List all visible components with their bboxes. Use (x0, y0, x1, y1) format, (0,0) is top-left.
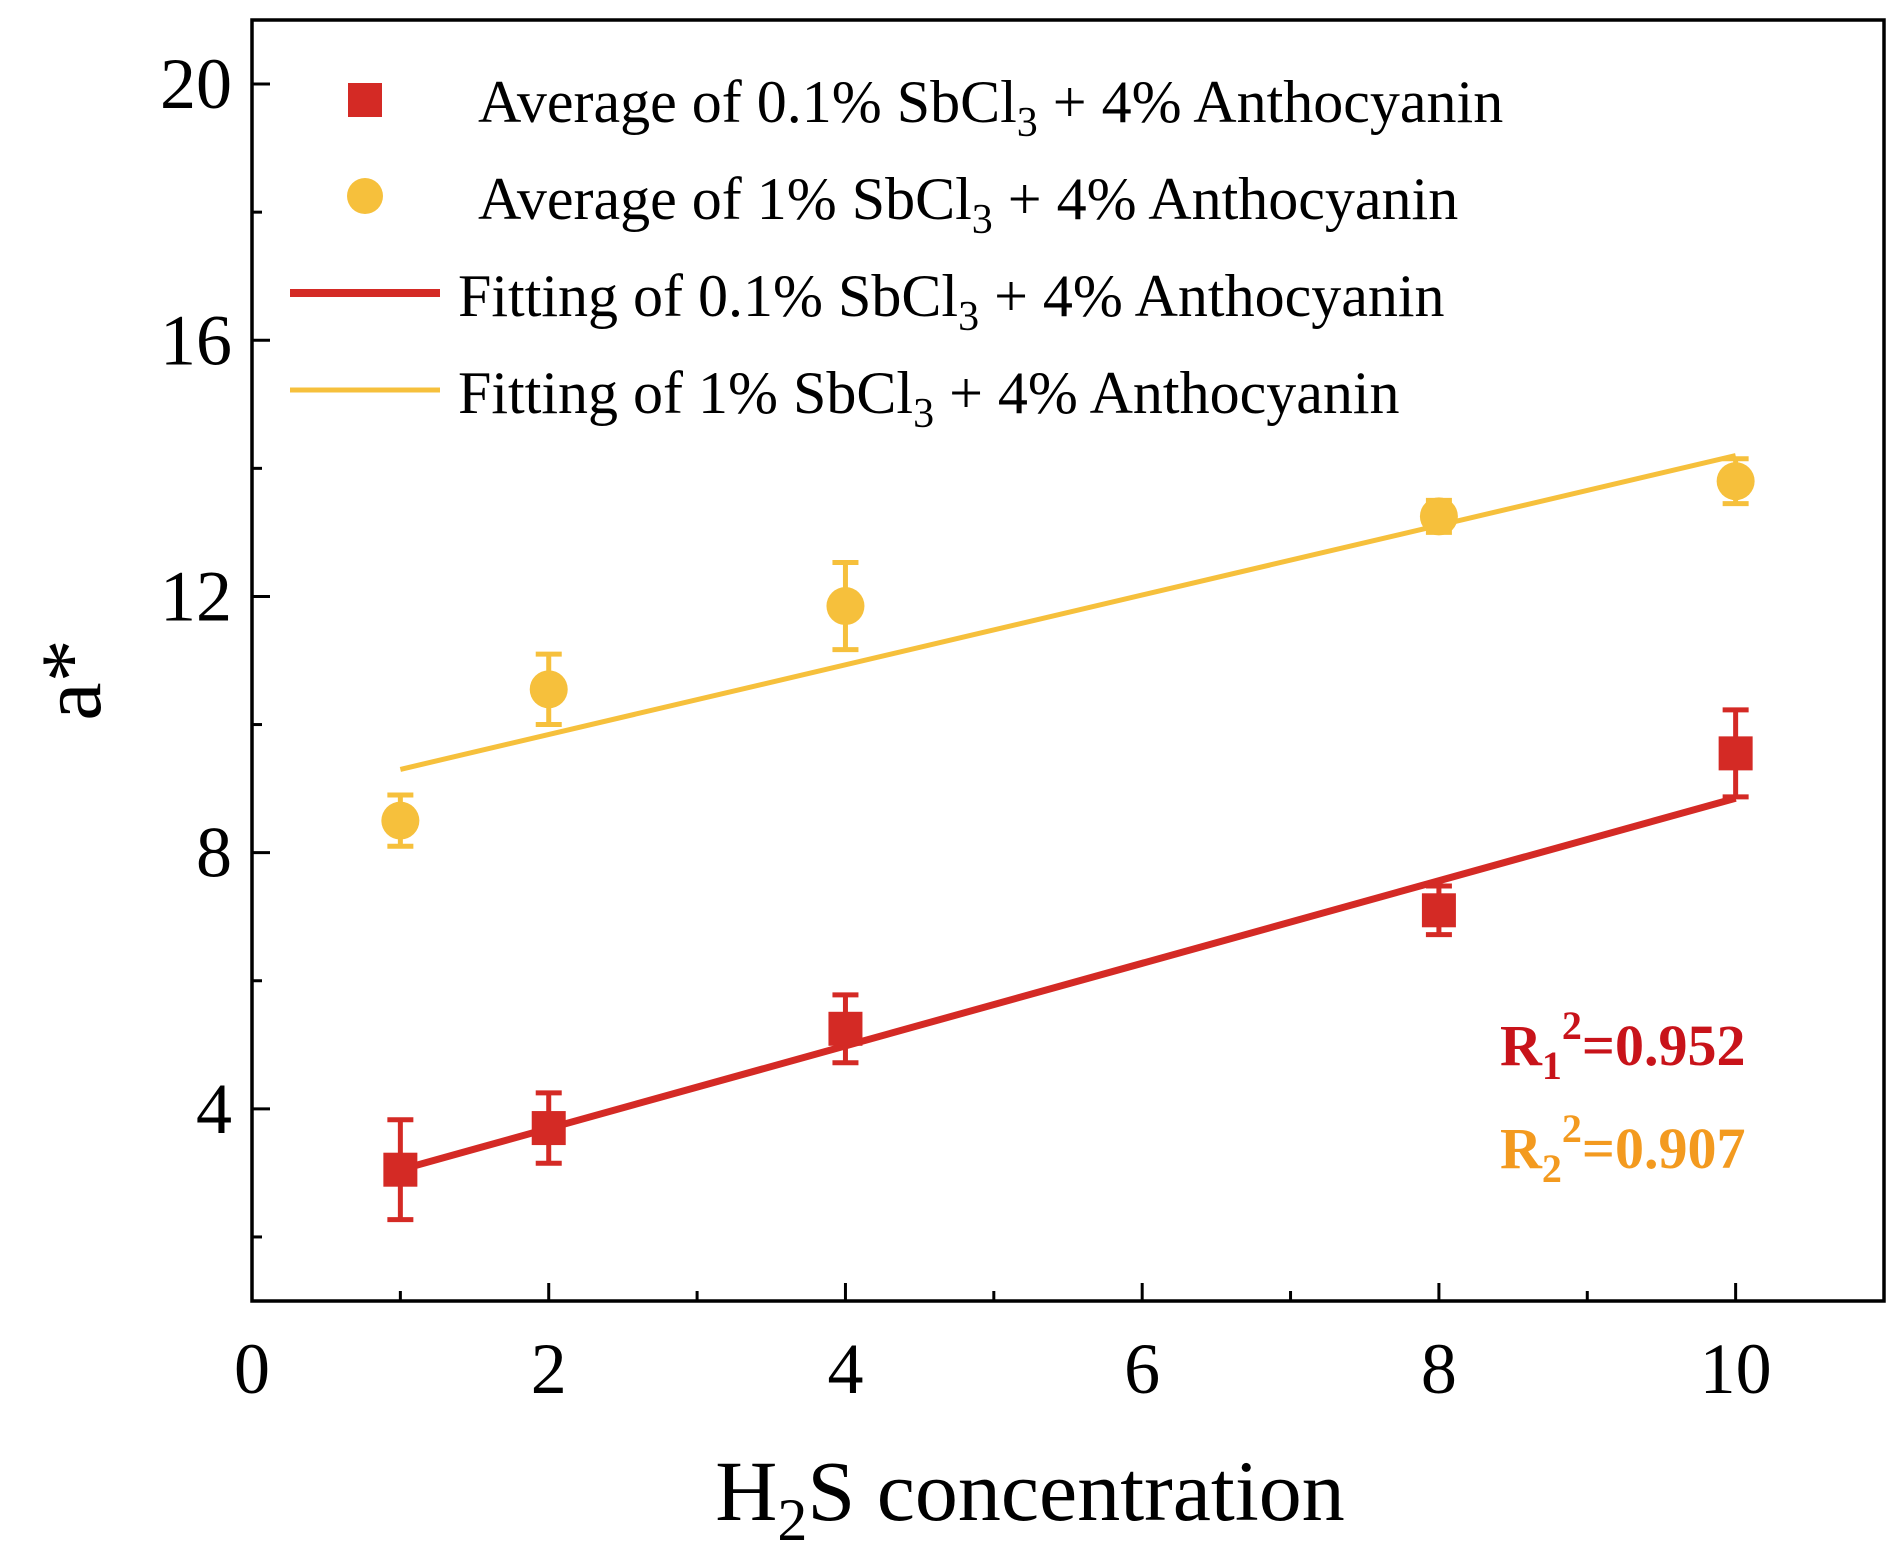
legend-red-fit-prefix: Fitting of 0.1% SbCl (458, 263, 958, 329)
r2-value: =0.907 (1582, 1116, 1746, 1181)
legend-marker-red-square (348, 83, 382, 117)
r1-sub: 1 (1542, 1043, 1562, 1088)
r2-sup: 2 (1562, 1106, 1582, 1151)
r1-sup: 2 (1562, 1003, 1582, 1048)
legend-red-points-sub: 3 (1017, 100, 1038, 146)
x-axis-title: H2S concentration (715, 1443, 1344, 1550)
y-tick-label: 12 (160, 556, 232, 636)
legend-yellow-fit-suffix: + 4% Anthocyanin (934, 360, 1399, 426)
legend: Average of 0.1% SbCl3 + 4% Anthocyanin A… (290, 69, 1503, 437)
legend-label-red-points: Average of 0.1% SbCl3 + 4% Anthocyanin (478, 69, 1503, 146)
data-point-yellow (1419, 497, 1458, 536)
fit-line-yellow (399, 453, 1737, 772)
data-point-red (383, 1152, 418, 1187)
r1-base: R (1500, 1013, 1543, 1078)
legend-red-points-suffix: + 4% Anthocyanin (1038, 69, 1503, 135)
y-axis-title: a* (23, 639, 119, 720)
x-tick-label: 10 (1700, 1329, 1772, 1409)
data-point-red (531, 1111, 566, 1146)
legend-yellow-points-suffix: + 4% Anthocyanin (993, 166, 1458, 232)
data-point-yellow (381, 801, 420, 840)
data-point-red (828, 1011, 863, 1046)
x-tick-label: 2 (531, 1329, 567, 1409)
y-tick-label: 8 (196, 813, 232, 893)
y-tick-label: 16 (160, 300, 232, 380)
x-tick-label: 6 (1124, 1329, 1160, 1409)
legend-yellow-fit-prefix: Fitting of 1% SbCl (458, 360, 913, 426)
legend-label-yellow-points: Average of 1% SbCl3 + 4% Anthocyanin (478, 166, 1458, 243)
x-axis-title-sub: 2 (777, 1487, 807, 1550)
legend-red-points-prefix: Average of 0.1% SbCl (478, 69, 1017, 135)
legend-label-red-fit: Fitting of 0.1% SbCl3 + 4% Anthocyanin (458, 263, 1445, 340)
x-tick-label: 4 (827, 1329, 863, 1409)
legend-red-fit-sub: 3 (958, 294, 979, 340)
data-point-yellow (529, 670, 568, 709)
legend-yellow-points-prefix: Average of 1% SbCl (478, 166, 972, 232)
x-tick-label: 8 (1421, 1329, 1457, 1409)
y-tick-label: 4 (196, 1069, 232, 1149)
r2-sub: 2 (1542, 1146, 1562, 1191)
legend-label-yellow-fit: Fitting of 1% SbCl3 + 4% Anthocyanin (458, 360, 1400, 437)
data-point-yellow (826, 587, 865, 626)
data-point-red (1718, 736, 1753, 771)
legend-yellow-points-sub: 3 (972, 197, 993, 243)
plot-frame (250, 18, 1886, 1303)
legend-marker-yellow-circle (347, 178, 383, 214)
x-axis-title-suffix: S concentration (807, 1443, 1344, 1539)
legend-red-fit-suffix: + 4% Anthocyanin (979, 263, 1444, 329)
fit-line-red (399, 794, 1737, 1174)
y-tick-label: 20 (160, 44, 232, 124)
x-axis-title-prefix: H (715, 1443, 777, 1539)
x-tick-label: 0 (234, 1329, 270, 1409)
r2-base: R (1500, 1116, 1543, 1181)
r-squared-1-annotation: R12=0.952 (1500, 1003, 1745, 1088)
data-point-yellow (1716, 462, 1755, 501)
r1-value: =0.952 (1582, 1013, 1746, 1078)
legend-yellow-fit-sub: 3 (913, 391, 934, 437)
data-point-red (1421, 893, 1456, 928)
r-squared-2-annotation: R22=0.907 (1500, 1106, 1745, 1191)
